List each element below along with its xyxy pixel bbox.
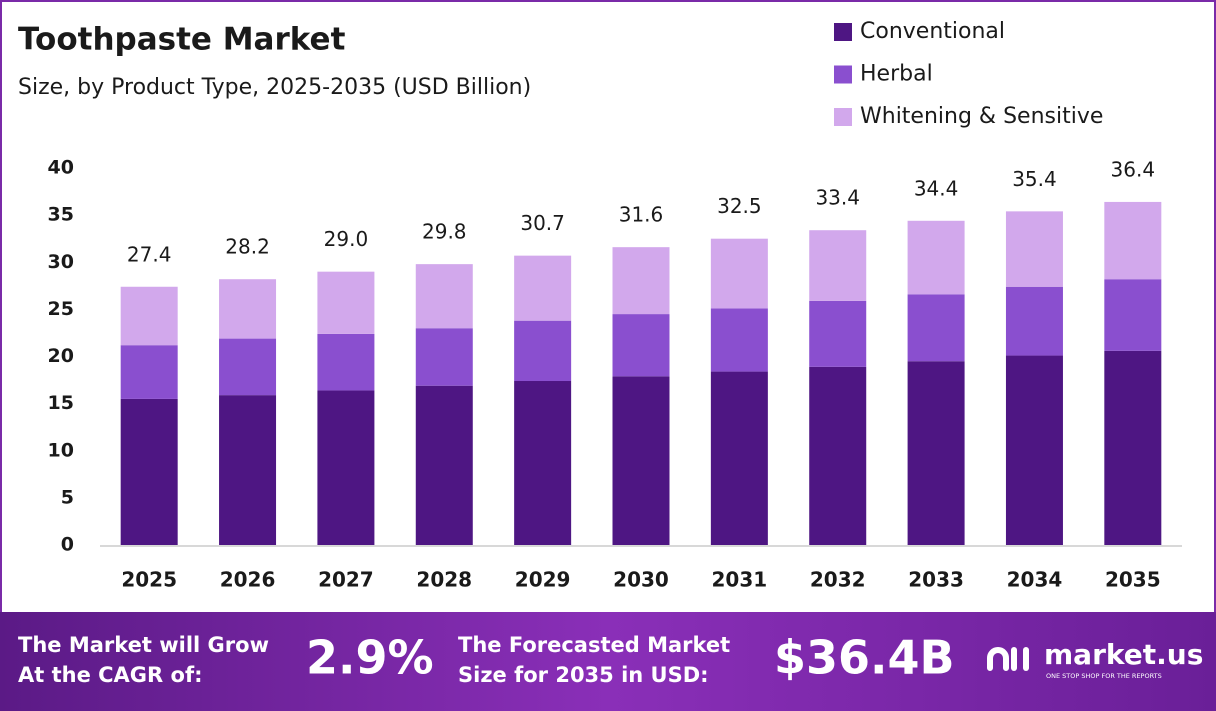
bar-segment (514, 255, 572, 321)
total-label: 34.4 (914, 176, 959, 200)
legend-label: Whitening & Sensitive (860, 104, 1103, 129)
brand: market.us (1044, 638, 1203, 671)
bar-segment (120, 398, 178, 545)
total-label: 36.4 (1111, 157, 1156, 181)
bar-segment (317, 271, 375, 334)
bar-segment (809, 300, 867, 367)
x-tick-label: 2034 (1007, 568, 1063, 592)
forecast-value: $36.4B (774, 631, 955, 685)
bar-segment (514, 381, 572, 545)
y-tick-label: 40 (48, 157, 74, 179)
bar-segment (219, 279, 277, 339)
bar-segment (415, 328, 473, 386)
total-label: 28.2 (225, 235, 270, 259)
cagr-value: 2.9% (306, 631, 434, 685)
bar-segment (120, 286, 178, 346)
legend-swatch (834, 23, 852, 41)
x-tick-label: 2032 (810, 568, 866, 592)
footer-label: The Forecasted Market (458, 633, 730, 657)
x-tick-label: 2029 (515, 568, 571, 592)
total-label: 27.4 (127, 242, 172, 266)
footer-label: The Market will Grow (18, 633, 269, 657)
total-label: 31.6 (619, 203, 664, 227)
footer-label: At the CAGR of: (18, 663, 203, 687)
legend-label: Herbal (860, 62, 933, 87)
bar-segment (317, 333, 375, 391)
x-tick-label: 2026 (220, 568, 276, 592)
bar-segment (120, 345, 178, 399)
x-tick-label: 2033 (908, 568, 964, 592)
logo-icon (987, 647, 1029, 671)
bar-segment (612, 314, 670, 377)
bar-segment (415, 264, 473, 329)
bar-segment (612, 376, 670, 545)
bar-segment (710, 238, 768, 309)
bar-segment (514, 320, 572, 382)
bar-segment (612, 247, 670, 315)
bar-segment (1104, 201, 1162, 280)
total-label: 35.4 (1012, 167, 1057, 191)
x-tick-label: 2031 (712, 568, 768, 592)
total-label: 32.5 (717, 194, 762, 218)
x-tick-label: 2030 (613, 568, 669, 592)
bar-segment (415, 385, 473, 545)
bar-segment (710, 308, 768, 372)
y-tick-label: 0 (61, 534, 74, 556)
x-tick-label: 2025 (121, 568, 177, 592)
total-label: 29.8 (422, 220, 467, 244)
footer-label: Size for 2035 in USD: (458, 663, 709, 687)
legend-label: Conventional (860, 19, 1005, 44)
bar-segment (710, 371, 768, 545)
bar-segment (907, 220, 965, 295)
y-tick-label: 5 (61, 486, 74, 508)
legend-swatch (834, 108, 852, 126)
bar-segment (219, 338, 277, 396)
x-tick-label: 2035 (1105, 568, 1161, 592)
bar-segment (219, 395, 277, 545)
bar-segment (317, 390, 375, 545)
bar-segment (907, 361, 965, 545)
y-tick-label: 15 (48, 392, 74, 414)
bar-segment (1005, 286, 1063, 356)
chart-subtitle: Size, by Product Type, 2025-2035 (USD Bi… (18, 75, 531, 100)
footer-band (0, 612, 1216, 711)
y-tick-label: 20 (48, 345, 74, 367)
total-label: 33.4 (815, 186, 860, 210)
y-tick-label: 35 (48, 204, 74, 226)
total-label: 29.0 (324, 227, 369, 251)
bar-segment (1104, 279, 1162, 351)
bar-segment (1005, 211, 1063, 287)
bar-segment (1104, 350, 1162, 545)
bar-segment (1005, 355, 1063, 545)
legend-swatch (834, 65, 852, 84)
tagline: ONE STOP SHOP FOR THE REPORTS (1046, 672, 1162, 680)
y-tick-label: 25 (48, 298, 74, 320)
y-tick-label: 10 (48, 439, 74, 461)
chart-title: Toothpaste Market (18, 22, 346, 58)
bar-segment (907, 294, 965, 362)
y-tick-label: 30 (48, 251, 74, 273)
total-label: 30.7 (520, 211, 565, 235)
bar-segment (809, 366, 867, 545)
x-tick-label: 2028 (416, 568, 472, 592)
x-tick-label: 2027 (318, 568, 374, 592)
bar-segment (809, 230, 867, 301)
